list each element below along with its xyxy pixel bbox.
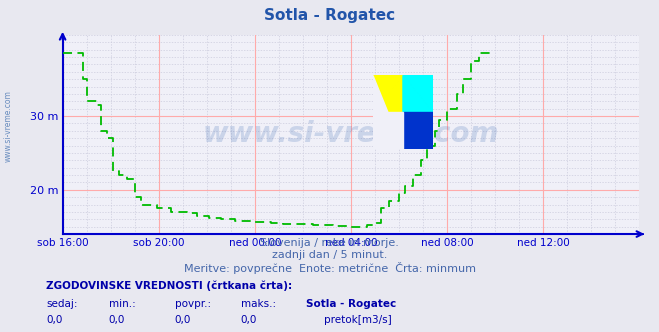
- Text: ZGODOVINSKE VREDNOSTI (črtkana črta):: ZGODOVINSKE VREDNOSTI (črtkana črta):: [46, 281, 292, 291]
- Text: pretok[m3/s]: pretok[m3/s]: [324, 315, 391, 325]
- Text: Sotla - Rogatec: Sotla - Rogatec: [306, 299, 397, 309]
- Text: Meritve: povprečne  Enote: metrične  Črta: minmum: Meritve: povprečne Enote: metrične Črta:…: [183, 262, 476, 274]
- Text: 0,0: 0,0: [109, 315, 125, 325]
- Text: 0,0: 0,0: [175, 315, 191, 325]
- Text: 0,0: 0,0: [241, 315, 257, 325]
- Text: www.si-vreme.com: www.si-vreme.com: [203, 121, 499, 148]
- Text: Sotla - Rogatec: Sotla - Rogatec: [264, 8, 395, 23]
- Text: zadnji dan / 5 minut.: zadnji dan / 5 minut.: [272, 250, 387, 260]
- Text: www.si-vreme.com: www.si-vreme.com: [3, 90, 13, 162]
- Text: sedaj:: sedaj:: [46, 299, 78, 309]
- Text: 0,0: 0,0: [46, 315, 63, 325]
- Text: povpr.:: povpr.:: [175, 299, 211, 309]
- Text: Slovenija / reke in morje.: Slovenija / reke in morje.: [260, 238, 399, 248]
- Text: maks.:: maks.:: [241, 299, 275, 309]
- Text: min.:: min.:: [109, 299, 136, 309]
